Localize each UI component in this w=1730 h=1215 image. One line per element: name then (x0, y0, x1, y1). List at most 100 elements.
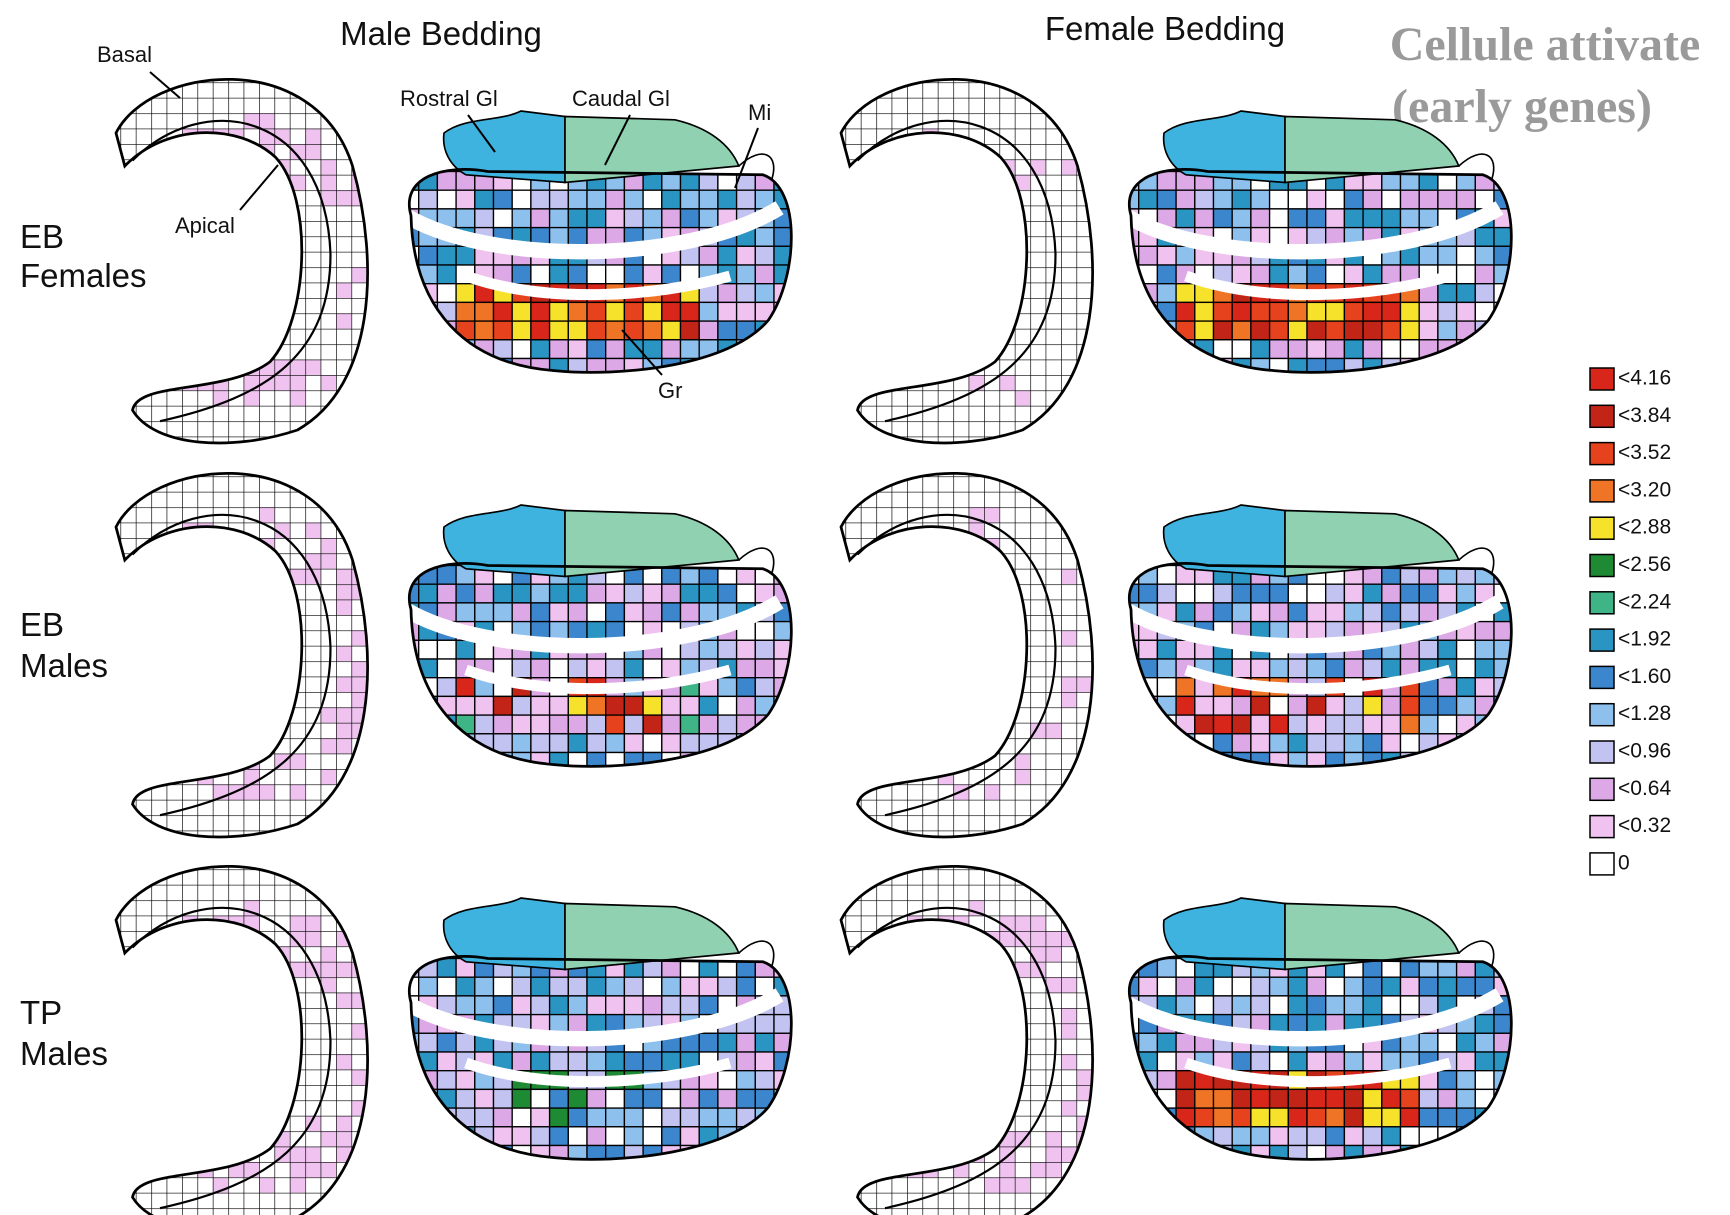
cell (419, 584, 438, 603)
cell (1288, 302, 1307, 321)
cell (643, 734, 662, 753)
cell (1288, 584, 1307, 603)
cell (861, 1100, 876, 1115)
cell (755, 753, 774, 772)
cell (1288, 603, 1307, 622)
cell (1438, 1108, 1457, 1127)
cell (456, 996, 475, 1015)
cell (512, 190, 531, 209)
cell (1419, 603, 1438, 622)
cell (512, 734, 531, 753)
cell (587, 359, 606, 378)
cell (136, 661, 151, 676)
cell (1344, 696, 1363, 715)
cell (512, 340, 531, 359)
cell (1382, 1052, 1401, 1071)
cell (1494, 715, 1513, 734)
cell (662, 1108, 681, 1127)
cell (1457, 302, 1476, 321)
cell (1494, 265, 1513, 284)
cell (1419, 996, 1438, 1015)
cell (662, 209, 681, 228)
cell (1195, 1089, 1214, 1108)
cell (1382, 1089, 1401, 1108)
legend-swatch (1590, 368, 1614, 390)
title: (early genes) (1392, 80, 1652, 133)
cell (1438, 977, 1457, 996)
cell (969, 931, 984, 946)
cell (1092, 615, 1107, 630)
cell (755, 265, 774, 284)
cell (606, 190, 625, 209)
cell (737, 321, 756, 340)
cell (1270, 1108, 1289, 1127)
cell (182, 977, 197, 992)
cell (1232, 1052, 1251, 1071)
cell (892, 1131, 907, 1146)
cell (1438, 302, 1457, 321)
cell (512, 659, 531, 678)
cell (494, 603, 513, 622)
cell (1139, 640, 1158, 659)
cell (475, 1108, 494, 1127)
cell (662, 753, 681, 772)
cell (437, 1033, 456, 1052)
cell (512, 696, 531, 715)
cell (400, 1089, 419, 1108)
cell (587, 1146, 606, 1165)
cell (643, 1108, 662, 1127)
cell (876, 661, 891, 676)
cell (774, 1146, 793, 1165)
cell (907, 946, 922, 961)
cell (494, 1108, 513, 1127)
cell (182, 1131, 197, 1146)
legend-swatch (1590, 778, 1614, 800)
cell (1401, 340, 1420, 359)
cell (1307, 228, 1326, 247)
cell (1326, 696, 1345, 715)
cell (1139, 359, 1158, 378)
cell (1288, 622, 1307, 641)
cell (1475, 622, 1494, 641)
cell (1438, 678, 1457, 697)
cell (1363, 340, 1382, 359)
cell (737, 659, 756, 678)
cell (1494, 1127, 1513, 1146)
cell (151, 707, 166, 722)
cell (1457, 284, 1476, 303)
cell (1457, 678, 1476, 697)
cell (1344, 584, 1363, 603)
cell (1438, 640, 1457, 659)
cell (681, 190, 700, 209)
cell (1176, 678, 1195, 697)
cell (606, 753, 625, 772)
row-label: TP (20, 994, 62, 1031)
cell (861, 313, 876, 328)
cell (1214, 1089, 1233, 1108)
cell (1251, 1089, 1270, 1108)
cell (1120, 1108, 1139, 1127)
cell (1475, 659, 1494, 678)
cell (755, 678, 774, 697)
cell (456, 584, 475, 603)
cell (1326, 603, 1345, 622)
cell (151, 738, 166, 753)
cell (367, 1085, 382, 1100)
cell (861, 1116, 876, 1131)
legend-label: <2.24 (1618, 590, 1671, 613)
grid (105, 461, 391, 857)
cell (737, 190, 756, 209)
cell (861, 298, 876, 313)
cell (624, 1108, 643, 1127)
cell (587, 1127, 606, 1146)
cell (1176, 190, 1195, 209)
cell (1251, 1108, 1270, 1127)
cell (550, 696, 569, 715)
cell (1363, 265, 1382, 284)
cell (120, 298, 135, 313)
cell (1307, 659, 1326, 678)
cell (624, 1052, 643, 1071)
olfactory-crescent (105, 67, 391, 463)
cell (151, 344, 166, 359)
cell (437, 284, 456, 303)
